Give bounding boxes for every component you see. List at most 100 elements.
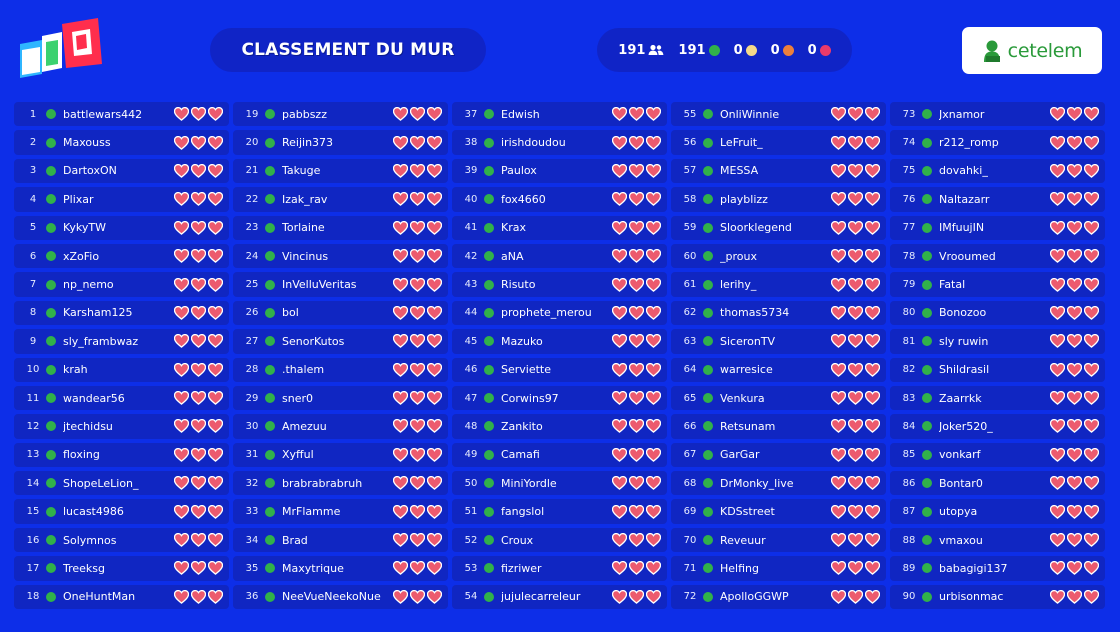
- orange-stat: 0: [771, 43, 794, 58]
- status-dot-icon: [265, 109, 275, 120]
- leaderboard-row: 32 brabrabrabruh: [233, 471, 448, 496]
- heart-icon: [831, 135, 846, 150]
- player-rank: 75: [902, 165, 916, 177]
- lives-hearts: [612, 561, 661, 576]
- status-dot-icon: [46, 364, 56, 375]
- status-dot-icon: [46, 194, 56, 205]
- player-name: OnliWinnie: [720, 107, 780, 121]
- player-rank: 28: [245, 364, 259, 376]
- heart-icon: [1084, 334, 1099, 349]
- lives-hearts: [831, 107, 880, 122]
- heart-icon: [427, 447, 442, 462]
- heart-icon: [831, 561, 846, 576]
- status-dot-icon: [922, 279, 932, 290]
- heart-icon: [174, 220, 189, 235]
- leaderboard-row: 34 Brad: [233, 527, 448, 553]
- heart-icon: [410, 135, 425, 150]
- heart-icon: [612, 107, 627, 122]
- heart-icon: [393, 192, 408, 207]
- leaderboard-column: 19 pabbszz 20 Reijin373 21 Takuge 22 Izak_rav 23…: [233, 102, 448, 610]
- status-dot-icon: [484, 222, 494, 233]
- lives-hearts: [612, 107, 661, 122]
- player-rank: 12: [26, 420, 40, 432]
- lives-hearts: [612, 334, 661, 349]
- heart-icon: [427, 163, 442, 178]
- lives-hearts: [393, 163, 442, 178]
- player-rank: 24: [245, 250, 259, 262]
- player-name: Bontar0: [939, 476, 983, 490]
- lives-hearts: [393, 220, 442, 235]
- player-name: floxing: [63, 448, 100, 462]
- heart-icon: [612, 277, 627, 292]
- player-rank: 41: [464, 222, 478, 234]
- player-name: Reveuur: [720, 533, 766, 547]
- heart-icon: [865, 107, 880, 122]
- leaderboard-row: 15 lucast4986: [14, 499, 229, 524]
- heart-icon: [612, 163, 627, 178]
- status-dot-icon: [484, 165, 494, 176]
- status-dot-icon: [703, 449, 713, 460]
- leaderboard-row: 74 r212_romp: [890, 130, 1105, 155]
- leaderboard-row: 9 sly_frambwaz: [14, 329, 229, 354]
- player-rank: 25: [245, 279, 259, 291]
- heart-icon: [848, 305, 863, 320]
- heart-icon: [427, 305, 442, 320]
- leaderboard-row: 10 krah: [14, 357, 229, 382]
- heart-icon: [646, 334, 661, 349]
- player-rank: 88: [902, 534, 916, 546]
- lives-hearts: [1050, 107, 1099, 122]
- status-dot-icon: [922, 222, 932, 233]
- heart-icon: [393, 504, 408, 519]
- heart-icon: [831, 476, 846, 491]
- player-rank: 59: [683, 222, 697, 234]
- players-stat: 191: [618, 43, 664, 58]
- status-dot-icon: [484, 279, 494, 290]
- leaderboard-row: 64 warresice: [671, 357, 886, 382]
- leaderboard-row: 18 OneHuntMan: [14, 584, 229, 610]
- heart-icon: [646, 447, 661, 462]
- leaderboard-grid: 1 battlewars442 2 Maxouss 3 DartoxON 4 Plixar 5 K…: [14, 102, 1108, 610]
- status-dot-icon: [703, 137, 713, 148]
- player-rank: 43: [464, 279, 478, 291]
- heart-icon: [1084, 277, 1099, 292]
- heart-icon: [427, 419, 442, 434]
- lives-hearts: [831, 561, 880, 576]
- leaderboard-row: 66 Retsunam: [671, 414, 886, 439]
- heart-icon: [427, 334, 442, 349]
- status-dot-icon: [484, 393, 494, 404]
- heart-icon: [612, 249, 627, 264]
- player-name: dovahki_: [939, 164, 988, 178]
- heart-icon: [629, 447, 644, 462]
- heart-icon: [174, 334, 189, 349]
- heart-icon: [865, 476, 880, 491]
- heart-icon: [208, 504, 223, 519]
- status-dot-icon: [703, 194, 713, 205]
- player-name: DartoxON: [63, 164, 117, 178]
- heart-icon: [191, 305, 206, 320]
- status-dot-icon: [46, 165, 56, 176]
- player-rank: 2: [29, 137, 37, 149]
- lives-hearts: [612, 163, 661, 178]
- leaderboard-row: 2 Maxouss: [14, 130, 229, 155]
- heart-icon: [1084, 476, 1099, 491]
- status-dot-icon: [703, 421, 713, 432]
- heart-icon: [191, 589, 206, 604]
- heart-icon: [174, 163, 189, 178]
- player-name: fizriwer: [501, 561, 542, 575]
- heart-icon: [612, 447, 627, 462]
- heart-icon: [208, 476, 223, 491]
- leaderboard-row: 70 Reveuur: [671, 527, 886, 553]
- leaderboard-row: 55 OnliWinnie: [671, 102, 886, 127]
- lives-hearts: [393, 447, 442, 462]
- player-rank: 7: [29, 279, 37, 291]
- heart-icon: [848, 533, 863, 547]
- player-name: Maxouss: [63, 136, 111, 150]
- heart-icon: [865, 249, 880, 264]
- player-rank: 31: [245, 449, 259, 461]
- player-name: ApolloGGWP: [720, 590, 789, 604]
- player-name: KDSstreet: [720, 505, 775, 519]
- heart-icon: [831, 504, 846, 519]
- leaderboard-row: 58 playblizz: [671, 187, 886, 212]
- player-name: Krax: [501, 221, 526, 235]
- player-rank: 17: [26, 562, 40, 574]
